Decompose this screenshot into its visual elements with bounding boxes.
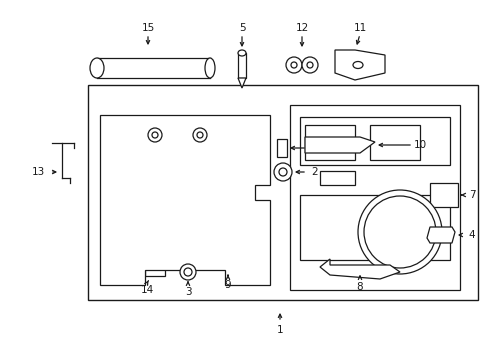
Polygon shape [334,50,384,80]
Polygon shape [238,78,245,88]
Text: 6: 6 [311,143,318,153]
Circle shape [152,132,158,138]
Text: 3: 3 [184,287,191,297]
Text: 5: 5 [238,23,245,33]
Bar [276,139,286,157]
Circle shape [183,268,192,276]
Text: 14: 14 [140,285,153,295]
Text: 13: 13 [31,167,44,177]
Text: 10: 10 [412,140,426,150]
Ellipse shape [204,58,215,78]
Bar [217,248,232,268]
Text: 4: 4 [468,230,474,240]
Bar [299,117,449,165]
Text: 8: 8 [356,282,363,292]
Bar [299,195,449,260]
Bar [115,168,145,180]
Polygon shape [100,115,269,285]
Circle shape [180,264,196,280]
Ellipse shape [238,50,245,56]
Polygon shape [319,259,399,279]
Text: 11: 11 [353,23,366,33]
Bar [429,183,457,207]
Polygon shape [305,137,374,153]
Polygon shape [426,227,454,243]
Circle shape [285,57,302,73]
Circle shape [148,128,162,142]
Text: 9: 9 [224,280,231,290]
Bar [140,207,190,225]
Bar [305,125,354,160]
Circle shape [302,57,317,73]
Bar [369,125,419,160]
Text: 7: 7 [468,190,474,200]
Bar [200,172,229,180]
Bar [319,171,354,185]
Bar [145,260,164,276]
Circle shape [290,62,296,68]
Circle shape [306,62,312,68]
Circle shape [197,132,203,138]
Ellipse shape [352,62,362,68]
Text: 12: 12 [295,23,308,33]
Text: 2: 2 [311,167,318,177]
Bar [88,85,477,300]
Circle shape [273,163,291,181]
Circle shape [279,168,286,176]
Text: 1: 1 [276,325,283,335]
Circle shape [193,128,206,142]
Bar [115,210,249,255]
Circle shape [363,196,435,268]
Bar [115,125,254,160]
Ellipse shape [90,58,104,78]
Bar [238,53,245,78]
Bar [149,252,161,260]
Text: 15: 15 [141,23,154,33]
Bar [289,105,459,290]
Circle shape [357,190,441,274]
